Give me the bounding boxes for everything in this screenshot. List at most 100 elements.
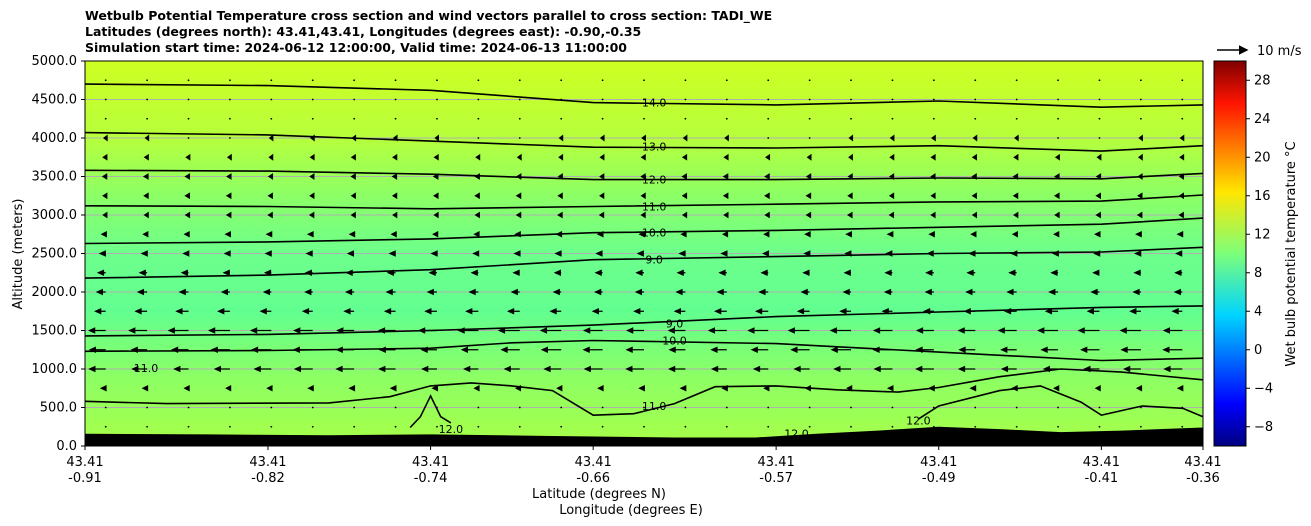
wind-vector bbox=[1176, 231, 1184, 238]
colorbar-tick-label: −4 bbox=[1254, 381, 1273, 396]
wind-vector bbox=[512, 269, 520, 276]
wind-vector bbox=[805, 192, 812, 200]
wind-vector bbox=[436, 425, 438, 428]
wind-vector bbox=[1135, 231, 1142, 238]
wind-vector bbox=[353, 117, 356, 120]
wind-vector bbox=[146, 79, 149, 82]
wind-vector bbox=[131, 365, 148, 373]
wind-vector bbox=[932, 79, 935, 82]
wind-vector bbox=[767, 79, 770, 82]
contour-label: 12.0 bbox=[906, 415, 931, 428]
wind-vector bbox=[767, 98, 770, 101]
wind-vector bbox=[850, 98, 852, 101]
wind-vector bbox=[560, 117, 563, 120]
wind-vector bbox=[436, 98, 438, 101]
wind-vector bbox=[808, 79, 811, 82]
x-axis-label-2: Longitude (degrees E) bbox=[559, 503, 703, 518]
wind-vector bbox=[558, 134, 564, 142]
wind-vector bbox=[971, 192, 977, 200]
wind-vector bbox=[725, 98, 728, 101]
wind-vector bbox=[1120, 346, 1141, 353]
wind-vector bbox=[1162, 346, 1183, 353]
x-tick-label-lat: 43.41 bbox=[1083, 455, 1120, 470]
wind-vector bbox=[187, 117, 190, 120]
wind-vector bbox=[641, 134, 646, 142]
contours bbox=[85, 83, 1203, 429]
wind-vector bbox=[806, 153, 812, 161]
wind-vector bbox=[1137, 192, 1143, 200]
wind-vector bbox=[1137, 153, 1143, 161]
wind-vector bbox=[1139, 79, 1142, 82]
wind-vector bbox=[187, 425, 190, 428]
wind-vector bbox=[680, 230, 687, 238]
wind-vector bbox=[974, 425, 977, 428]
colorbar-tick-label: 4 bbox=[1254, 304, 1262, 319]
wind-vector bbox=[293, 365, 313, 373]
x-tick-label-lon: -0.66 bbox=[576, 471, 610, 486]
wind-vector bbox=[516, 153, 522, 161]
wind-vector bbox=[1174, 269, 1183, 276]
wind-vector bbox=[1098, 98, 1101, 101]
contour-label: 9.0 bbox=[666, 318, 684, 331]
wind-vector bbox=[974, 79, 977, 82]
x-tick-label-lon: -0.74 bbox=[414, 471, 448, 486]
wind-vector bbox=[873, 365, 893, 373]
wind-vector bbox=[173, 365, 189, 373]
wind-vector bbox=[1057, 137, 1059, 139]
wind-vector bbox=[965, 288, 976, 296]
wind-vector bbox=[1053, 192, 1060, 200]
x-tick-label-lon: -0.36 bbox=[1186, 471, 1220, 486]
wind-vector bbox=[889, 153, 895, 161]
quiver-key: 10 m/s bbox=[1217, 44, 1302, 59]
contour-line bbox=[85, 305, 1203, 337]
contour-line bbox=[409, 394, 452, 429]
wind-vector bbox=[229, 79, 231, 82]
wind-vector bbox=[353, 98, 356, 101]
wind-vector bbox=[146, 98, 149, 101]
wind-vector bbox=[591, 308, 603, 315]
wind-vector bbox=[552, 288, 562, 296]
contour-label: 11.0 bbox=[642, 400, 667, 413]
contour-label: 12.0 bbox=[439, 423, 464, 436]
y-tick-label: 2000.0 bbox=[32, 285, 78, 300]
wind-vector bbox=[640, 211, 646, 219]
wind-vector bbox=[1044, 308, 1059, 315]
wind-vector bbox=[1053, 173, 1060, 180]
wind-vector bbox=[1171, 308, 1183, 315]
wind-vector bbox=[1098, 137, 1101, 139]
y-axis: 0.0 500.0 1000.0 1500.0 2000.0 2500.0 3000.0 35… bbox=[32, 54, 85, 454]
wind-vector bbox=[500, 346, 520, 353]
wind-vector bbox=[924, 288, 934, 296]
wind-vector bbox=[265, 231, 273, 238]
wind-vector bbox=[184, 173, 191, 180]
wind-vector bbox=[88, 365, 106, 373]
contour-label: 14.0 bbox=[642, 97, 667, 110]
wind-vector bbox=[95, 288, 106, 296]
wind-vector bbox=[915, 327, 934, 334]
wind-vector bbox=[224, 230, 231, 238]
y-tick-label: 4500.0 bbox=[32, 93, 78, 108]
wind-vector bbox=[667, 365, 686, 373]
wind-vector bbox=[888, 192, 895, 200]
wind-vector bbox=[582, 346, 603, 353]
wind-vector bbox=[681, 192, 688, 200]
wind-vector bbox=[518, 117, 521, 120]
wind-vector bbox=[725, 117, 728, 120]
wind-vector bbox=[1000, 365, 1017, 373]
wind-vector bbox=[1098, 117, 1101, 120]
wind-vector bbox=[972, 134, 978, 142]
wind-vector bbox=[1095, 192, 1101, 200]
wind-vector bbox=[104, 117, 107, 120]
wind-vector bbox=[593, 288, 603, 296]
wind-vector bbox=[891, 425, 894, 428]
wind-vector bbox=[710, 346, 727, 353]
wind-vector bbox=[599, 192, 605, 200]
wind-vector bbox=[350, 211, 356, 219]
wind-vector bbox=[475, 153, 481, 161]
wind-vector bbox=[344, 288, 355, 296]
wind-vector bbox=[599, 134, 605, 142]
y-tick-label: 3500.0 bbox=[32, 170, 78, 185]
wind-vector bbox=[997, 327, 1017, 334]
wind-vector bbox=[643, 98, 645, 101]
